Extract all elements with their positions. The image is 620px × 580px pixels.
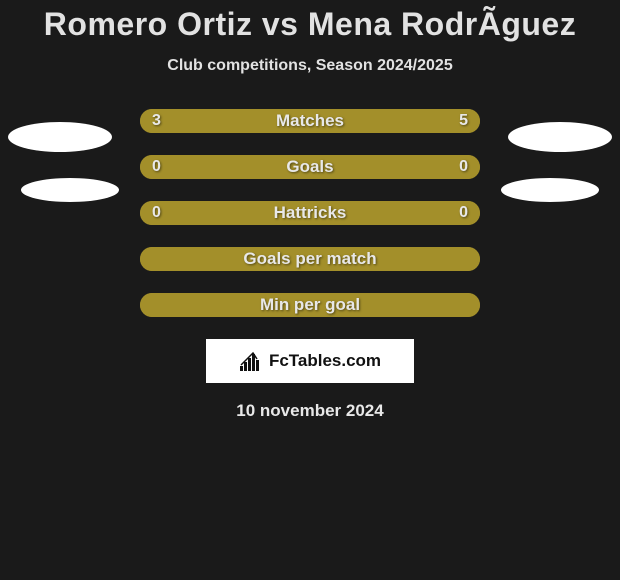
page-title: Romero Ortiz vs Mena RodrÃ­guez xyxy=(0,6,620,43)
subtitle: Club competitions, Season 2024/2025 xyxy=(0,57,620,75)
stat-bar: 00Goals xyxy=(140,155,480,179)
stat-row: Min per goal xyxy=(0,293,620,317)
stat-label: Min per goal xyxy=(140,293,480,317)
stat-bar: Min per goal xyxy=(140,293,480,317)
stat-row: 00Goals xyxy=(0,155,620,179)
stat-label: Goals per match xyxy=(140,247,480,271)
date-text: 10 november 2024 xyxy=(0,401,620,421)
chart-icon xyxy=(239,349,263,373)
stat-row: Goals per match xyxy=(0,247,620,271)
comparison-infographic: Romero Ortiz vs Mena RodrÃ­guez Club com… xyxy=(0,0,620,580)
stat-label: Goals xyxy=(140,155,480,179)
logo-box: FcTables.com xyxy=(206,339,414,383)
stat-bar: 35Matches xyxy=(140,109,480,133)
stat-row: 35Matches xyxy=(0,109,620,133)
stat-row: 00Hattricks xyxy=(0,201,620,225)
player-right-bot-ellipse xyxy=(501,178,599,202)
stat-label: Matches xyxy=(140,109,480,133)
player-left-bot-ellipse xyxy=(21,178,119,202)
stat-bar: Goals per match xyxy=(140,247,480,271)
logo-text: FcTables.com xyxy=(269,351,381,371)
stat-bar: 00Hattricks xyxy=(140,201,480,225)
stat-label: Hattricks xyxy=(140,201,480,225)
